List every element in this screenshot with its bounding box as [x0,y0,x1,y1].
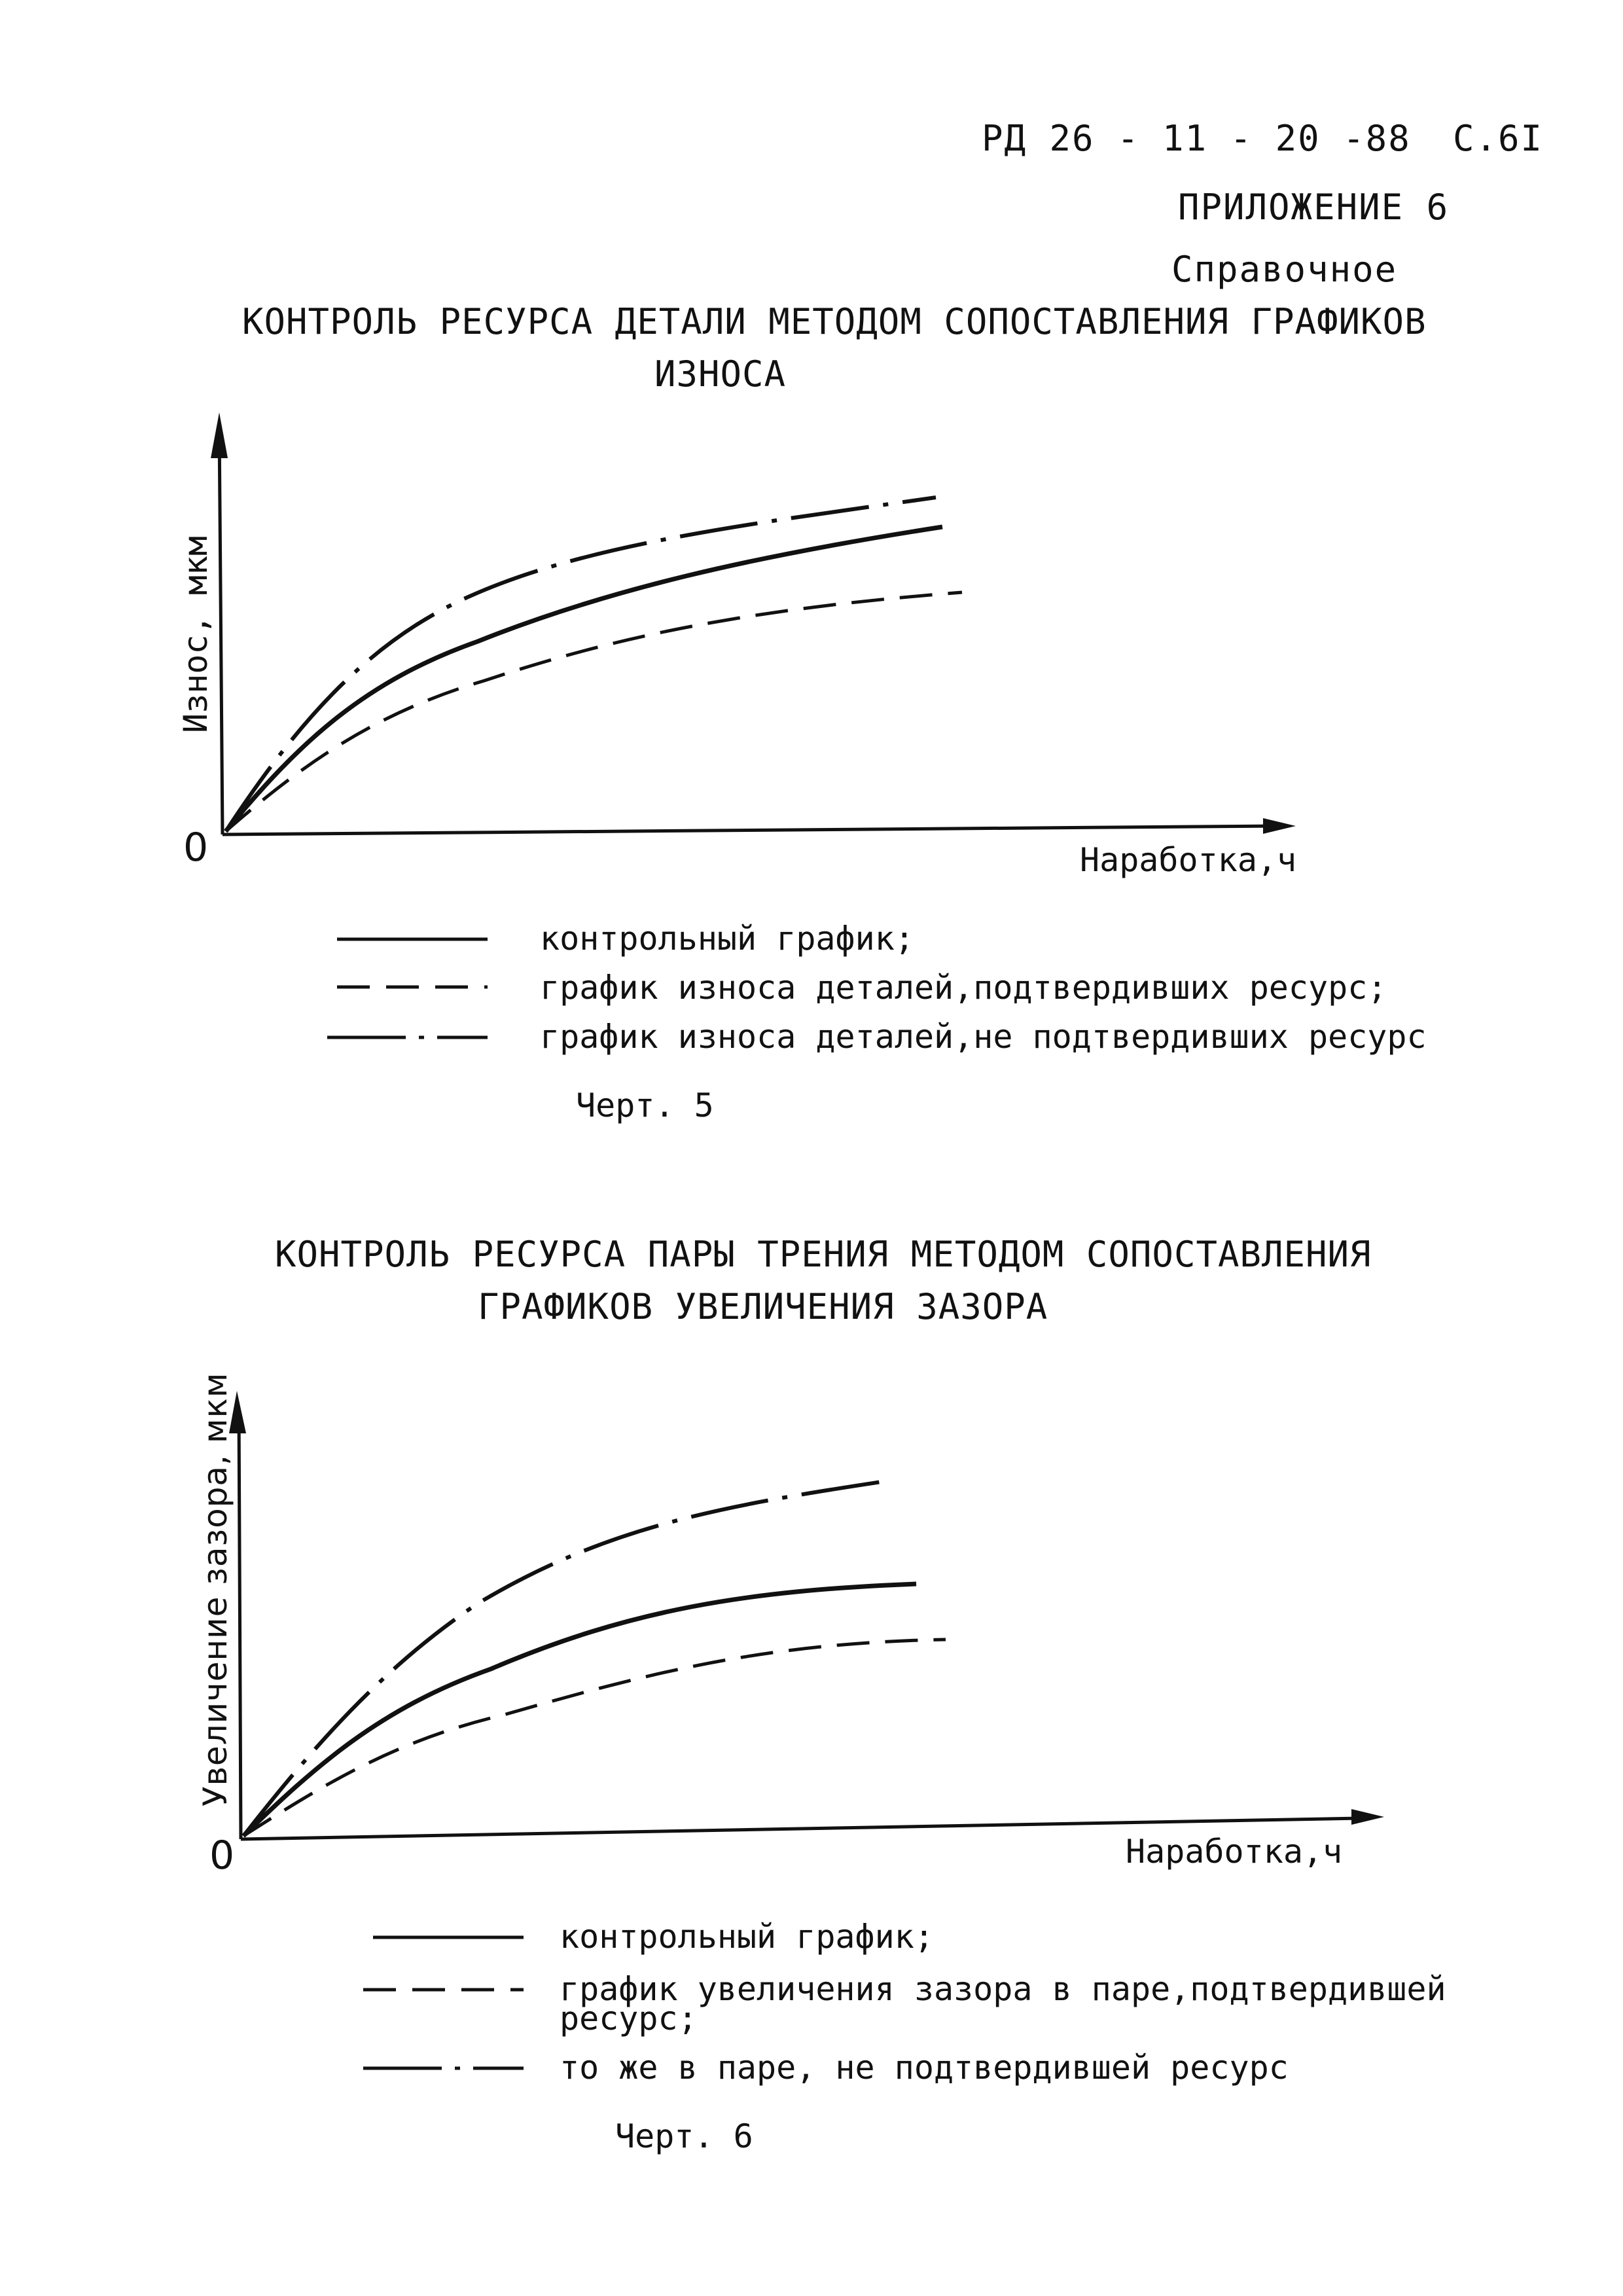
chart1-series-dashdot [224,495,936,833]
page-number: С.6I [1453,118,1544,159]
chart2-series-solid [241,1581,917,1838]
chart2-x-axis [240,1816,1362,1841]
chart2-y-arrow [229,1391,246,1433]
chart2-legend-dashed-text-cont: ресурс; [560,2000,698,2037]
reference-type: Справочное [1171,249,1398,290]
chart1-series-dashed [224,590,963,833]
chart2-x-arrow [1351,1809,1384,1825]
chart1-title-line2: ИЗНОСА [654,353,787,395]
chart2-series-dashed [242,1638,946,1838]
chart2-legend-solid-text: контрольный график; [560,1918,934,1956]
chart1-title-line1: КОНТРОЛЬ РЕСУРСА ДЕТАЛИ МЕТОДОМ СОПОСТАВ… [242,301,1427,342]
chart1-x-axis [222,824,1277,836]
chart2-title-line2: ГРАФИКОВ УВЕЛИЧЕНИЯ ЗАЗОРА [478,1286,1048,1327]
chart2-x-axis-label: Наработка,ч [1126,1833,1343,1871]
chart2-series-dashdot [241,1479,891,1837]
chart2-title-line1: КОНТРОЛЬ РЕСУРСА ПАРЫ ТРЕНИЯ МЕТОДОМ СОП… [275,1234,1372,1275]
chart1-legend-dashdot-text: график износа деталей,не подтвердивших р… [540,1018,1427,1056]
appendix-label: ПРИЛОЖЕНИЕ 6 [1178,187,1450,228]
chart1-x-arrow [1263,818,1296,834]
document-code: РД 26 - 11 - 20 -88 [982,118,1411,159]
chart2-legend-dashed-text: график увеличения зазора в паре,подтверд… [560,1970,1446,2008]
chart1-x-axis-label: Наработка,ч [1080,841,1297,879]
chart1-y-arrow [211,412,228,458]
chart2-origin-label: 0 [209,1833,235,1878]
chart2-caption: Черт. 6 [615,2117,753,2155]
chart1-caption: Черт. 5 [576,1086,714,1124]
chart1-origin-label: 0 [183,825,209,870]
chart2-legend-dashdot-text: то же в паре, не подтвердившей ресурс [560,2049,1289,2087]
chart1-legend-solid-text: контрольный график; [540,920,914,958]
chart1-y-axis [217,425,224,835]
chart1-series-solid [224,524,943,833]
chart2-y-axis [237,1407,243,1840]
chart1-legend-dashed-text: график износа деталей,подтвердивших ресу… [540,969,1387,1007]
